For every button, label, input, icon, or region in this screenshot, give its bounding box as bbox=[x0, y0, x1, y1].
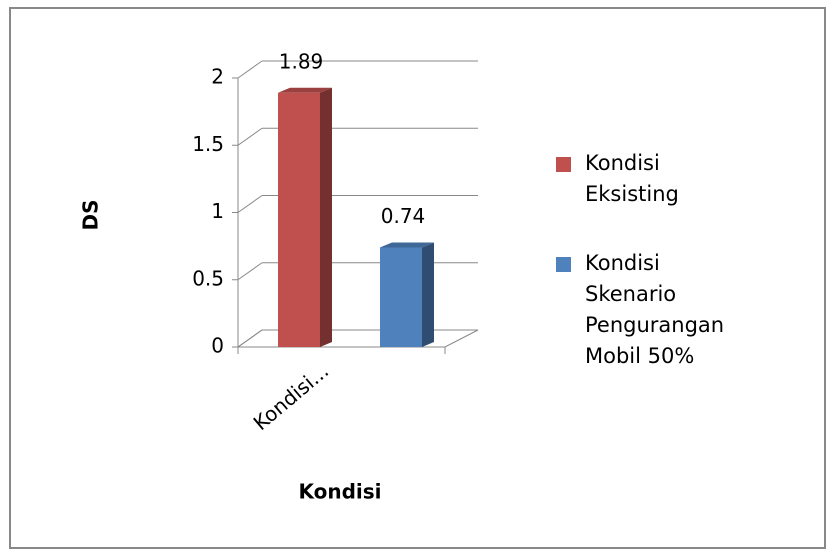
bar bbox=[278, 87, 332, 348]
y-tick-label: 2 bbox=[211, 65, 224, 89]
x-axis-label: Kondisi bbox=[298, 480, 381, 504]
y-tick-label: 1 bbox=[211, 199, 224, 223]
grid-line bbox=[237, 60, 263, 79]
y-tick-label: 1.5 bbox=[192, 132, 224, 156]
grid-line bbox=[237, 195, 263, 213]
grid-line bbox=[237, 127, 263, 146]
legend-label: Kondisi Eksisting bbox=[585, 151, 679, 206]
legend: Kondisi Eksisting Kondisi Skenario Pengur… bbox=[556, 148, 736, 410]
value-label: 1.89 bbox=[279, 49, 324, 73]
bar-face bbox=[380, 242, 434, 248]
bar-face bbox=[278, 92, 320, 347]
legend-label: Kondisi Skenario Pengurangan Mobil 50% bbox=[585, 251, 725, 368]
bar-face bbox=[422, 242, 434, 347]
y-tick-label: 0.5 bbox=[192, 266, 224, 290]
legend-item: Kondisi Eksisting bbox=[556, 148, 736, 210]
legend-swatch bbox=[556, 157, 571, 172]
legend-item: Kondisi Skenario Pengurangan Mobil 50% bbox=[556, 248, 736, 372]
y-axis-label: DS bbox=[79, 199, 103, 230]
grid-line bbox=[237, 262, 263, 281]
bar bbox=[380, 242, 434, 347]
bar-face bbox=[380, 247, 422, 347]
floor bbox=[236, 329, 479, 348]
y-tick-label: 0 bbox=[211, 334, 224, 358]
legend-swatch bbox=[556, 257, 571, 272]
bar-face bbox=[278, 87, 332, 93]
bar-face bbox=[320, 87, 332, 348]
grid-line bbox=[237, 329, 263, 348]
value-label: 0.74 bbox=[381, 204, 426, 228]
